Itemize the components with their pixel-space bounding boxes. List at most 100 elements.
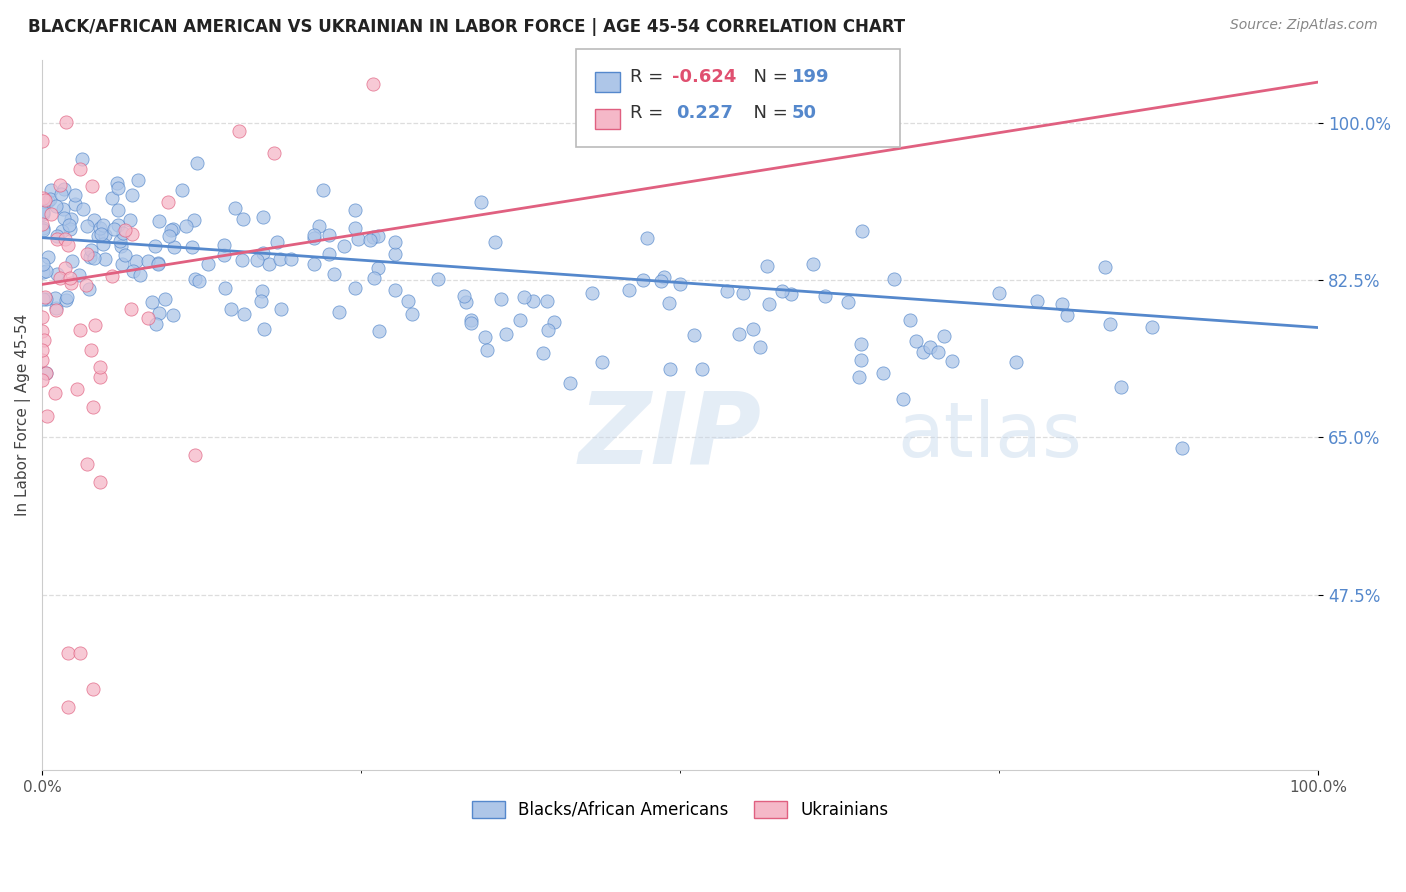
- Point: [318, 246, 340, 260]
- Point: [454, 294, 477, 309]
- Text: N =: N =: [742, 104, 794, 122]
- Point: [1025, 294, 1047, 309]
- Point: [58, 219, 80, 233]
- Point: [31, 324, 53, 338]
- Point: [35, 367, 58, 381]
- Text: N =: N =: [742, 68, 794, 86]
- Point: [367, 260, 389, 275]
- Point: [56, 237, 79, 252]
- Point: [107, 202, 129, 217]
- Point: [101, 268, 124, 283]
- Point: [136, 253, 159, 268]
- Point: [120, 301, 142, 316]
- Point: [302, 231, 325, 245]
- Point: [231, 253, 253, 268]
- Point: [67, 268, 90, 282]
- Point: [60, 253, 83, 268]
- Point: [495, 327, 517, 342]
- Point: [363, 230, 385, 244]
- Point: [347, 232, 370, 246]
- Point: [80, 343, 103, 358]
- Point: [232, 212, 254, 227]
- Text: 50: 50: [792, 104, 817, 122]
- Point: [367, 229, 389, 244]
- Point: [65, 188, 87, 202]
- Point: [89, 475, 111, 490]
- Point: [125, 253, 148, 268]
- Point: [46, 232, 69, 246]
- Point: [536, 293, 558, 308]
- Point: [927, 344, 949, 359]
- Point: [280, 252, 302, 267]
- Point: [1170, 441, 1192, 455]
- Point: [59, 211, 82, 226]
- Point: [89, 221, 111, 235]
- Point: [263, 146, 285, 161]
- Point: [31, 205, 53, 219]
- Point: [270, 301, 292, 316]
- Point: [94, 252, 117, 267]
- Point: [38, 192, 60, 206]
- Point: [103, 222, 125, 236]
- Point: [250, 293, 273, 308]
- Point: [146, 256, 169, 270]
- Point: [55, 115, 77, 129]
- Point: [758, 297, 780, 311]
- Point: [312, 183, 335, 197]
- Point: [65, 382, 87, 396]
- Point: [1109, 380, 1132, 394]
- Text: 199: 199: [792, 68, 830, 86]
- Point: [631, 273, 654, 287]
- Point: [82, 681, 104, 696]
- Point: [657, 296, 679, 310]
- Point: [37, 250, 59, 264]
- Point: [1094, 260, 1116, 274]
- Point: [162, 308, 184, 322]
- Point: [87, 229, 110, 244]
- Point: [401, 307, 423, 321]
- Point: [136, 311, 159, 326]
- Point: [509, 312, 531, 326]
- Point: [1004, 355, 1026, 369]
- Legend: Blacks/African Americans, Ukrainians: Blacks/African Americans, Ukrainians: [465, 794, 896, 826]
- Point: [728, 326, 751, 341]
- Point: [76, 246, 98, 260]
- Point: [987, 285, 1010, 300]
- Point: [44, 386, 66, 401]
- Point: [344, 280, 367, 294]
- Point: [188, 274, 211, 288]
- Point: [56, 290, 79, 304]
- Point: [34, 290, 56, 304]
- Point: [197, 257, 219, 271]
- Point: [35, 292, 58, 306]
- Point: [333, 239, 356, 253]
- Point: [318, 228, 340, 243]
- Point: [322, 267, 344, 281]
- Point: [742, 322, 765, 336]
- Point: [69, 323, 91, 337]
- Point: [900, 312, 922, 326]
- Point: [72, 152, 94, 166]
- Point: [652, 269, 675, 284]
- Point: [49, 178, 72, 192]
- Point: [83, 251, 105, 265]
- Point: [361, 77, 384, 91]
- Point: [160, 223, 183, 237]
- Point: [37, 194, 59, 208]
- Point: [328, 305, 350, 319]
- Point: [118, 212, 141, 227]
- Point: [1099, 317, 1122, 331]
- Point: [31, 217, 53, 231]
- Point: [153, 292, 176, 306]
- Text: BLACK/AFRICAN AMERICAN VS UKRAINIAN IN LABOR FORCE | AGE 45-54 CORRELATION CHART: BLACK/AFRICAN AMERICAN VS UKRAINIAN IN L…: [28, 18, 905, 36]
- Point: [45, 199, 67, 213]
- Point: [912, 344, 935, 359]
- Point: [56, 646, 79, 660]
- Point: [163, 240, 186, 254]
- Point: [460, 313, 482, 327]
- Point: [83, 318, 105, 332]
- Point: [183, 213, 205, 227]
- Point: [543, 315, 565, 329]
- Point: [110, 234, 132, 248]
- Point: [343, 203, 366, 218]
